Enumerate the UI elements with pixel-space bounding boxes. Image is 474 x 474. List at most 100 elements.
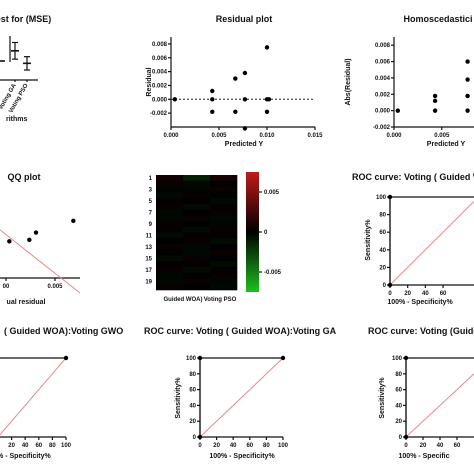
homosc-data-point <box>465 108 470 113</box>
heatmap-cell <box>156 186 184 193</box>
y-tick-label: 0.000 <box>152 97 168 103</box>
heatmap-cell <box>183 203 211 210</box>
homosc-x-axis-label: Predicted Y <box>427 141 466 148</box>
qq-data-point <box>27 237 32 243</box>
roc-reference-diagonal <box>405 373 474 438</box>
heatmap-cell <box>183 226 211 233</box>
qq-data-point <box>33 230 39 235</box>
x-tick-label: 60 <box>454 443 461 449</box>
heatmap-cell <box>210 255 238 262</box>
x-tick-label: 60 <box>440 291 447 297</box>
heatmap-cell <box>183 261 211 268</box>
roc-title: ROC curve: Voting ( Guided WOA):Voting G… <box>144 326 337 336</box>
y-tick-label: 0.006 <box>375 60 391 66</box>
homosc-data-point <box>465 77 470 82</box>
homosc-data-point <box>432 108 438 113</box>
qq-data-point <box>71 218 76 223</box>
y-tick-label: 80 <box>395 372 402 378</box>
y-tick-label: 20 <box>395 419 402 425</box>
heatmap-cell <box>156 209 184 216</box>
heatmap-cell <box>210 192 238 199</box>
roc-title: ( Guided WOA):Voting GWO <box>4 326 123 336</box>
heatmap-row-label: 19 <box>145 279 152 285</box>
residual-y-axis-label: Residual <box>146 67 153 96</box>
heatmap-row-label: 13 <box>145 245 152 251</box>
roc-y-axis-label: Sensitivity% <box>365 219 372 261</box>
heatmap-cell <box>183 238 211 245</box>
x-tick-label: 0.000 <box>386 133 402 139</box>
x-tick-label: 0.015 <box>307 133 323 139</box>
heatmap-row-label: 11 <box>146 233 153 239</box>
heatmap-cell <box>156 261 184 268</box>
y-tick-label: 0.006 <box>152 56 168 62</box>
heatmap-cell <box>156 192 184 199</box>
roc-curve-point <box>403 355 409 361</box>
roc-x-axis-label: 00% - Specificity% <box>0 453 52 460</box>
heatmap-cell <box>210 244 238 251</box>
x-tick-label: 20 <box>420 443 427 449</box>
y-tick-label: 80 <box>379 213 386 219</box>
heatmap-cell <box>156 226 184 233</box>
x-tick-label: 0.005 <box>434 133 450 139</box>
y-tick-label: 60 <box>189 388 196 394</box>
y-tick-label: 0.004 <box>152 70 168 76</box>
roc-curve-point <box>197 355 203 361</box>
qq-plot-title: QQ plot <box>8 172 41 182</box>
heatmap-cell <box>156 284 184 291</box>
heatmap-cell <box>183 244 211 251</box>
heatmap-row-label: 1 <box>149 176 153 182</box>
y-tick-label: 100 <box>376 195 387 201</box>
y-tick-label: 0 <box>399 435 403 441</box>
heatmap-cell <box>156 232 184 239</box>
heatmap-cell <box>183 175 211 182</box>
heatmap-cell <box>156 272 184 279</box>
heatmap-cell <box>156 249 184 256</box>
heatmap-cell <box>183 180 211 187</box>
y-tick-label: 60 <box>395 388 402 394</box>
roc-curve-point <box>387 282 393 288</box>
heatmap-row-label: 9 <box>149 222 153 228</box>
y-tick-label: 100 <box>392 356 403 362</box>
residual-data-point <box>172 97 178 102</box>
x-tick-label: 00 <box>3 284 10 290</box>
y-tick-label: 40 <box>395 403 402 409</box>
y-tick-label: 0.008 <box>152 42 168 48</box>
mse-x-axis-label: rithms <box>6 116 28 123</box>
y-tick-label: 0.000 <box>375 109 391 115</box>
roc-reference-diagonal <box>389 201 474 286</box>
homosc-y-axis-label: Abs(Residual) <box>345 58 352 105</box>
y-tick-label: 40 <box>379 248 386 254</box>
y-tick-label: 0.002 <box>152 83 168 89</box>
roc-y-axis-label: Sensitivity% <box>379 377 386 419</box>
heatmap-cell <box>156 203 184 210</box>
y-tick-label: -0.002 <box>150 111 168 117</box>
roc-curve-point <box>403 434 409 440</box>
x-tick-label: 60 <box>246 443 253 449</box>
x-tick-label: 20 <box>8 443 15 449</box>
heatmap-cell <box>156 180 184 187</box>
x-tick-label: 40 <box>437 443 444 449</box>
heatmap-cell <box>210 232 238 239</box>
roc-y-axis-label: Sensitivity% <box>175 377 182 419</box>
x-tick-label: 80 <box>49 443 56 449</box>
x-tick-label: 0.000 <box>163 133 179 139</box>
heatmap-cell <box>210 272 238 279</box>
mse-panel-title: test for (MSE) <box>0 14 51 24</box>
residual-x-axis-label: Predicted Y <box>225 141 264 148</box>
x-tick-label: 60 <box>35 443 42 449</box>
y-tick-label: 60 <box>379 230 386 236</box>
colorbar-tick-label: -0.005 <box>264 270 282 276</box>
y-tick-label: 0 <box>383 283 387 289</box>
heatmap-cell <box>183 209 211 216</box>
residual-data-point <box>264 45 270 50</box>
heatmap-colorbar <box>246 172 259 292</box>
y-tick-label: 40 <box>189 403 196 409</box>
heatmap-cell <box>210 226 238 233</box>
heatmap-cell <box>156 175 184 182</box>
heatmap-cell <box>210 175 238 182</box>
y-tick-label: 100 <box>186 356 197 362</box>
heatmap-cell <box>183 272 211 279</box>
x-tick-label: 0 <box>388 291 392 297</box>
residual-plot-title: Residual plot <box>216 14 273 24</box>
heatmap-cell <box>210 284 238 291</box>
